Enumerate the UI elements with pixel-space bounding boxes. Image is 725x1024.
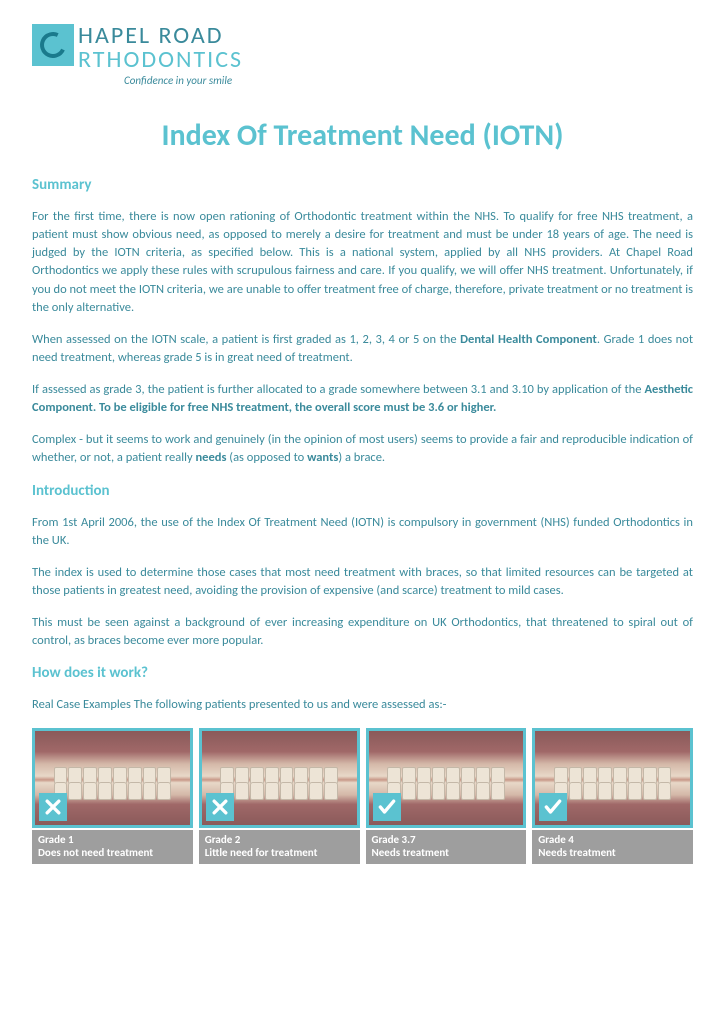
grade-label: Grade 2Little need for treatment: [199, 830, 360, 864]
grade-image: [32, 728, 193, 828]
logo-icon: [32, 24, 74, 66]
grade-image: [366, 728, 527, 828]
check-icon: [373, 793, 401, 821]
introduction-heading: Introduction: [32, 482, 693, 500]
page-title: Index Of Treatment Need (IOTN): [32, 117, 693, 154]
grade-label: Grade 4Needs treatment: [532, 830, 693, 864]
summary-p4-b: needs: [195, 450, 226, 465]
logo: HAPEL ROAD RTHODONTICS Confidence in you…: [32, 24, 693, 87]
grade-card: Grade 2Little need for treatment: [199, 728, 360, 864]
grade-image: [532, 728, 693, 828]
grade-card: Grade 3.7Needs treatment: [366, 728, 527, 864]
grade-image: [199, 728, 360, 828]
grade-card: Grade 1Does not need treatment: [32, 728, 193, 864]
grade-label-sub: Needs treatment: [538, 847, 687, 860]
summary-p3-a: If assessed as grade 3, the patient is f…: [32, 382, 644, 397]
summary-p2: When assessed on the IOTN scale, a patie…: [32, 331, 693, 367]
how-heading: How does it work?: [32, 664, 693, 682]
cross-icon: [39, 793, 67, 821]
intro-p3: This must be seen against a background o…: [32, 614, 693, 650]
logo-line2: RTHODONTICS: [78, 48, 243, 72]
grade-label-sub: Little need for treatment: [205, 847, 354, 860]
summary-p1: For the first time, there is now open ra…: [32, 208, 693, 317]
grades-row: Grade 1Does not need treatmentGrade 2Lit…: [32, 728, 693, 864]
how-p1: Real Case Examples The following patient…: [32, 696, 693, 714]
summary-heading: Summary: [32, 176, 693, 194]
summary-p2-b: Dental Health Component: [460, 332, 597, 347]
grade-card: Grade 4Needs treatment: [532, 728, 693, 864]
intro-p1: From 1st April 2006, the use of the Inde…: [32, 514, 693, 550]
cross-icon: [206, 793, 234, 821]
summary-p4: Complex - but it seems to work and genui…: [32, 431, 693, 467]
logo-tagline: Confidence in your smile: [124, 74, 693, 87]
logo-main: HAPEL ROAD RTHODONTICS: [32, 24, 693, 72]
summary-p3: If assessed as grade 3, the patient is f…: [32, 381, 693, 417]
grade-label-sub: Needs treatment: [372, 847, 521, 860]
summary-p4-c: (as opposed to: [226, 450, 307, 465]
grade-label-sub: Does not need treatment: [38, 847, 187, 860]
logo-text: HAPEL ROAD RTHODONTICS: [78, 24, 243, 72]
intro-p2: The index is used to determine those cas…: [32, 564, 693, 600]
check-icon: [539, 793, 567, 821]
grade-label: Grade 1Does not need treatment: [32, 830, 193, 864]
summary-p4-d: wants: [307, 450, 338, 465]
summary-p4-e: ) a brace.: [338, 450, 385, 465]
grade-label: Grade 3.7Needs treatment: [366, 830, 527, 864]
summary-p2-a: When assessed on the IOTN scale, a patie…: [32, 332, 460, 347]
